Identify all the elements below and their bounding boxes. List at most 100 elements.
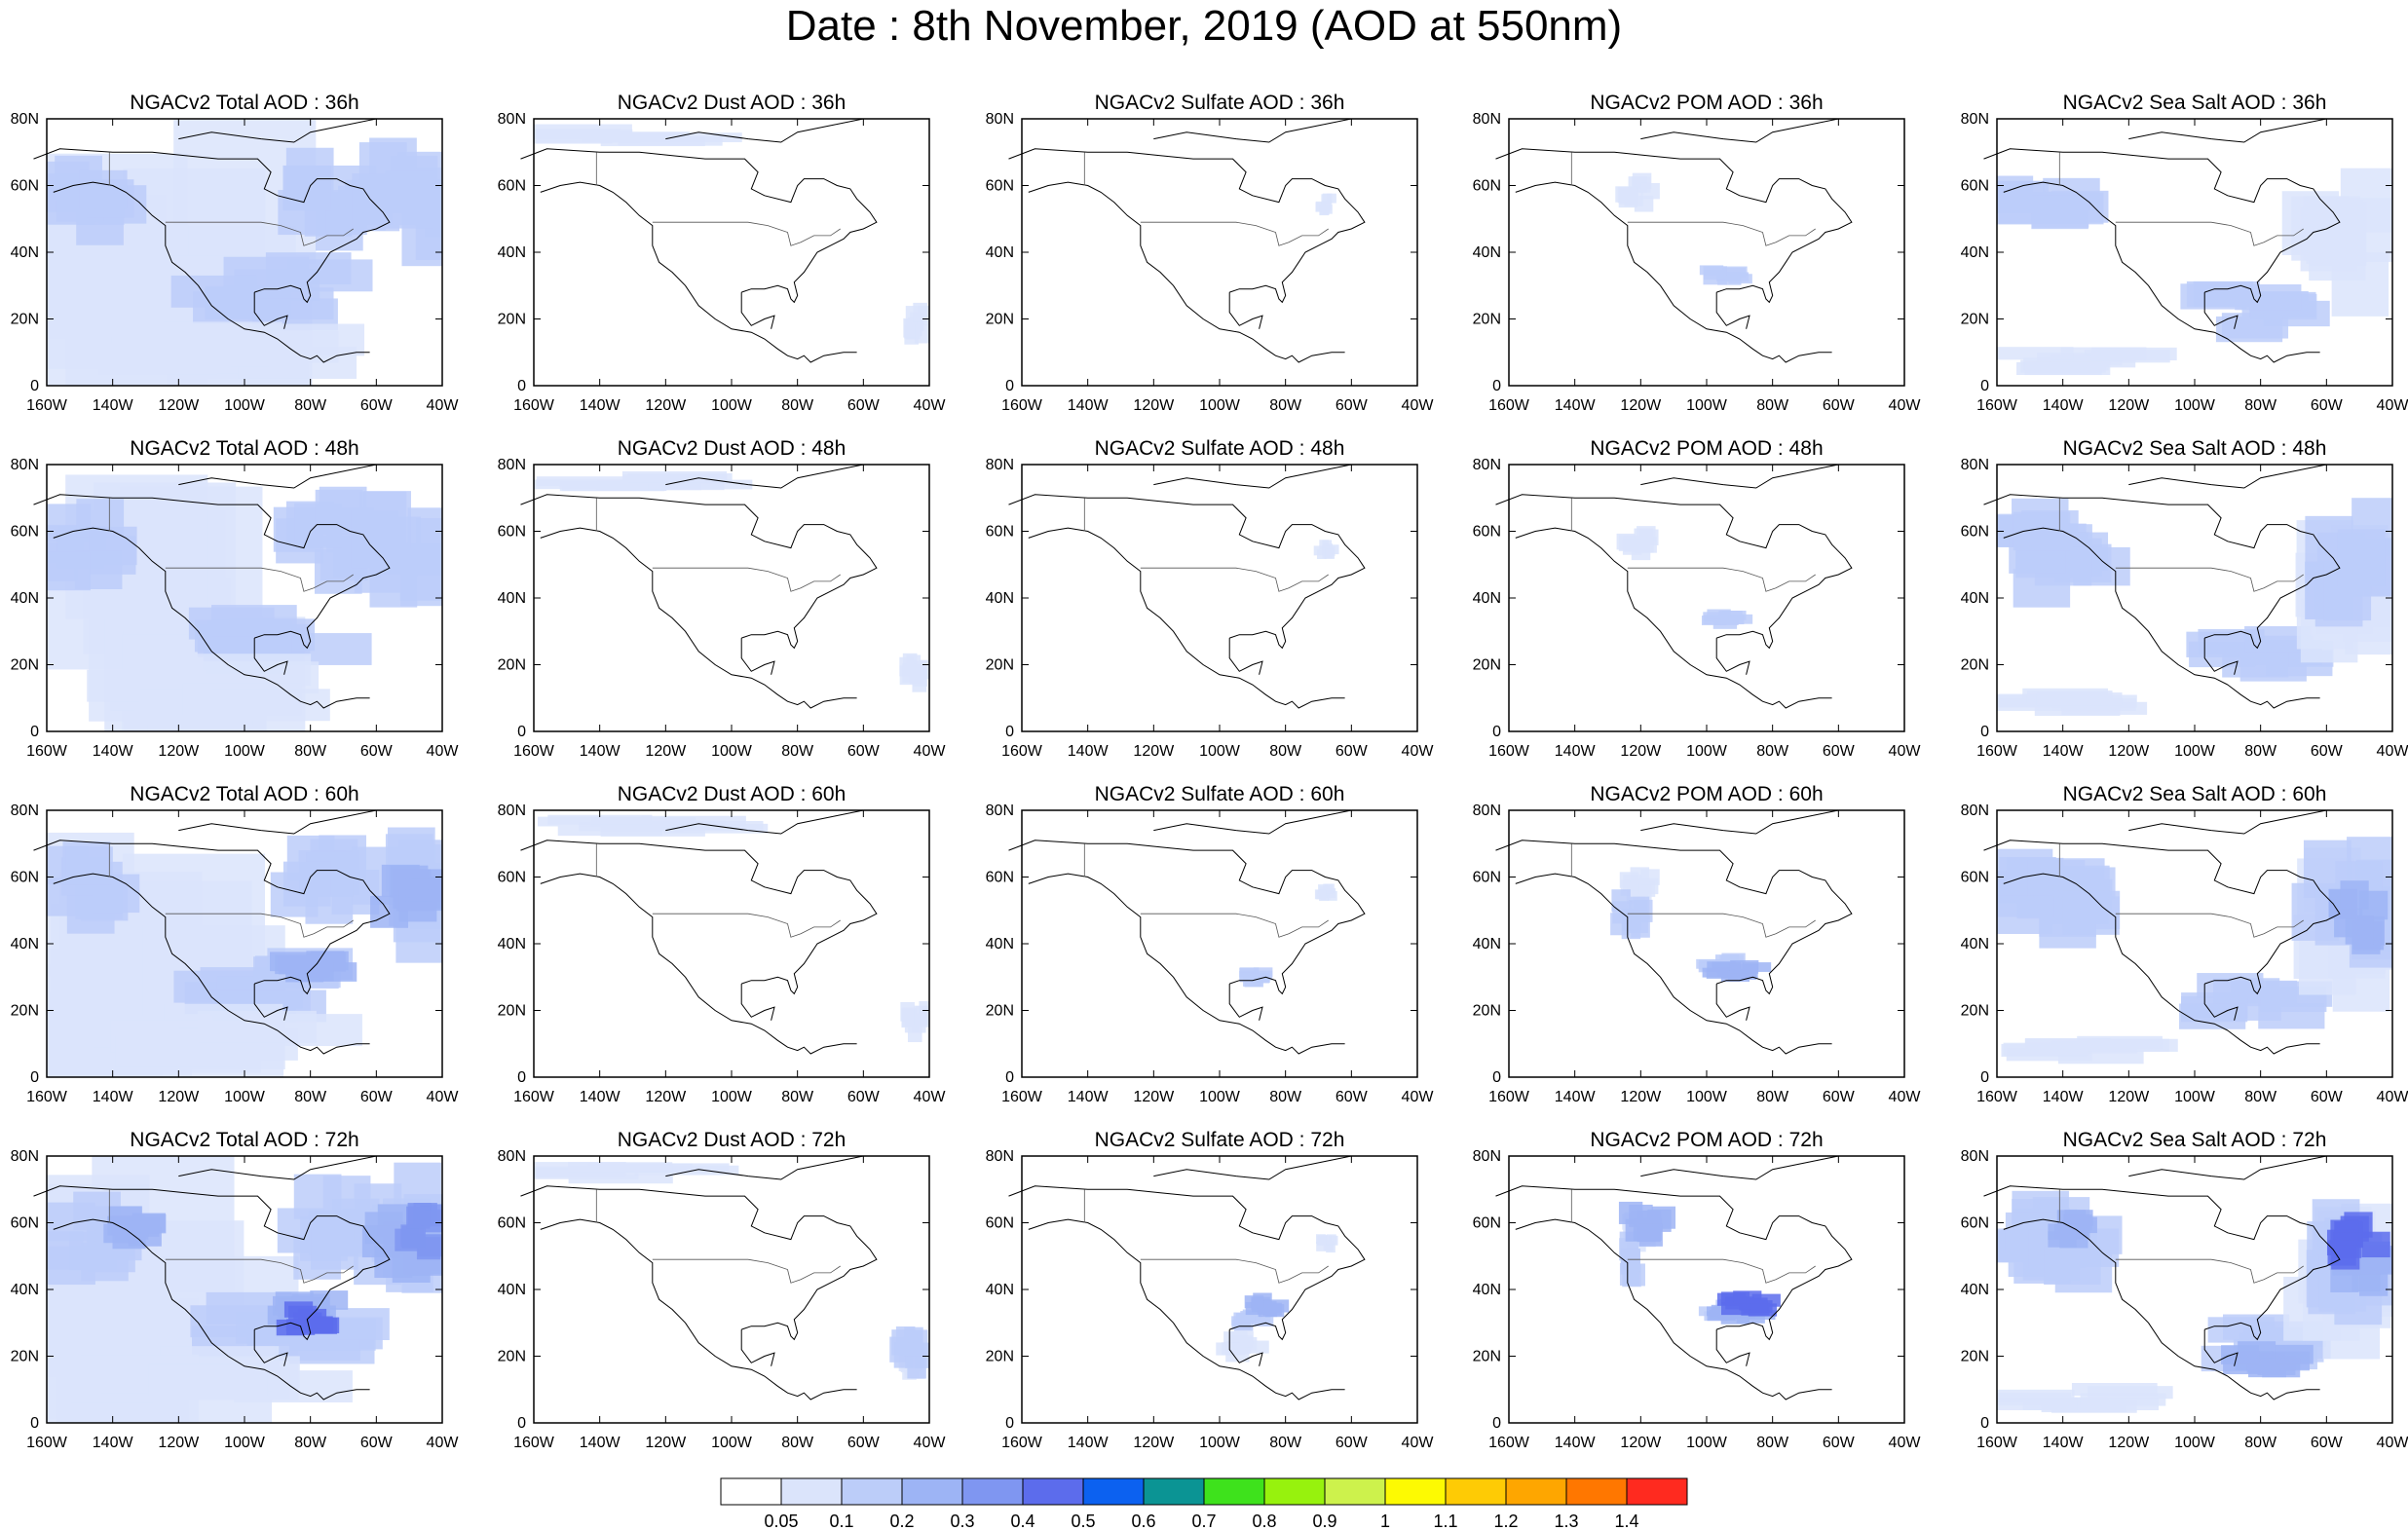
lon-tick-label: 100W [1686, 743, 1728, 760]
lon-tick-label: 140W [1555, 1089, 1597, 1105]
country-border [595, 498, 841, 592]
country-border [108, 843, 354, 938]
lon-tick-label: 80W [1756, 743, 1789, 760]
aod-shading [537, 814, 929, 1043]
lon-tick-label: 40W [1402, 1089, 1435, 1105]
country-border [108, 1189, 354, 1284]
lon-tick-label: 80W [781, 743, 814, 760]
map-panel: NGACv2 Dust AOD : 48h 80N 60N 40N 20N 0 160W 14… [498, 437, 947, 760]
lat-tick-label: 20N [1961, 312, 1989, 328]
lon-tick-label: 60W [2311, 1435, 2344, 1451]
coastline [1008, 118, 1366, 363]
lon-tick-label: 40W [914, 397, 947, 414]
aod-shading [47, 827, 442, 1077]
lat-tick-label: 0 [30, 724, 39, 740]
lon-tick-label: 100W [1199, 1089, 1241, 1105]
colorbar-label: 0.9 [1312, 1512, 1336, 1531]
colorbar-label: 0.6 [1131, 1512, 1155, 1531]
lat-tick-label: 60N [498, 870, 526, 886]
panel-title: NGACv2 POM AOD : 60h [1590, 783, 1823, 805]
lat-tick-label: 0 [1492, 1415, 1501, 1432]
map-panel: NGACv2 Sulfate AOD : 72h 80N 60N 40N 20N 0 160… [986, 1129, 1435, 1451]
lon-tick-label: 40W [1402, 1435, 1435, 1451]
map-panel: NGACv2 Sea Salt AOD : 72h 80N 60N 40N 20N 0 16… [1961, 1129, 2408, 1451]
panel-title: NGACv2 Sea Salt AOD : 36h [2063, 92, 2327, 114]
coastline [1495, 809, 1853, 1055]
colorbar-swatch [1263, 1477, 1326, 1506]
lat-tick-label: 80N [1961, 1148, 1989, 1165]
lat-tick-label: 80N [498, 457, 526, 473]
aod-shading [534, 1162, 929, 1380]
panel-title: NGACv2 Total AOD : 60h [130, 783, 358, 805]
lon-tick-label: 160W [1488, 1089, 1530, 1105]
map-panel: NGACv2 Total AOD : 72h 80N 60N 40N 20N 0 160W 1… [11, 1129, 460, 1451]
lon-tick-label: 160W [513, 1089, 555, 1105]
lat-tick-label: 40N [11, 590, 39, 607]
panel-title: NGACv2 Total AOD : 48h [130, 437, 358, 460]
lat-tick-label: 0 [517, 378, 526, 394]
lon-tick-label: 40W [427, 1089, 460, 1105]
lat-tick-label: 20N [1473, 1349, 1501, 1365]
lon-tick-label: 120W [158, 1435, 200, 1451]
lon-tick-label: 40W [1402, 397, 1435, 414]
lon-tick-label: 40W [427, 743, 460, 760]
panel-title: NGACv2 Dust AOD : 48h [618, 437, 847, 460]
lat-tick-label: 40N [1473, 590, 1501, 607]
lat-tick-label: 80N [1961, 803, 1989, 819]
lat-tick-label: 60N [1473, 178, 1501, 195]
coastline [33, 1155, 391, 1400]
lat-tick-label: 0 [1005, 724, 1014, 740]
colorbar-swatch [720, 1477, 782, 1506]
lat-tick-label: 80N [11, 457, 39, 473]
lon-tick-label: 160W [1976, 1089, 2018, 1105]
lon-tick-label: 160W [513, 1435, 555, 1451]
lat-tick-label: 60N [986, 1215, 1014, 1232]
country-border [1083, 1189, 1329, 1284]
colorbar-swatch [841, 1477, 903, 1506]
map-panel: NGACv2 POM AOD : 60h 80N 60N 40N 20N 0 160W 140… [1473, 783, 1922, 1105]
lon-tick-label: 80W [2244, 397, 2277, 414]
lon-tick-label: 40W [427, 1435, 460, 1451]
coastline [33, 464, 391, 709]
colorbar-swatch [1565, 1477, 1628, 1506]
lon-tick-label: 60W [2311, 397, 2344, 414]
lat-tick-label: 60N [498, 178, 526, 195]
lon-tick-label: 100W [2174, 397, 2216, 414]
lon-tick-label: 140W [580, 1089, 621, 1105]
lat-tick-label: 80N [498, 803, 526, 819]
colorbar-label: 0.5 [1071, 1512, 1095, 1531]
lon-tick-label: 120W [158, 397, 200, 414]
lat-tick-label: 60N [1961, 1215, 1989, 1232]
coastline [520, 118, 878, 363]
colorbar-swatch [961, 1477, 1024, 1506]
lon-tick-label: 140W [580, 1435, 621, 1451]
country-border [1570, 1189, 1816, 1284]
lon-tick-label: 80W [1269, 743, 1302, 760]
lat-tick-label: 80N [986, 111, 1014, 128]
panel-title: NGACv2 POM AOD : 48h [1590, 437, 1823, 460]
lat-tick-label: 0 [517, 724, 526, 740]
panel-title: NGACv2 POM AOD : 72h [1590, 1129, 1823, 1151]
coastline [1495, 464, 1853, 709]
colorbar-swatch [1143, 1477, 1205, 1506]
lon-tick-label: 160W [26, 1089, 68, 1105]
lat-tick-label: 20N [498, 1003, 526, 1020]
lat-tick-label: 80N [986, 457, 1014, 473]
coastline [520, 464, 878, 709]
lon-tick-label: 40W [2377, 1089, 2408, 1105]
lat-tick-label: 20N [1473, 657, 1501, 674]
lat-tick-label: 40N [986, 244, 1014, 261]
map-panel: NGACv2 Total AOD : 60h 80N 60N 40N 20N 0 160W 1… [11, 783, 460, 1105]
lat-tick-label: 80N [1473, 803, 1501, 819]
lon-tick-label: 80W [1756, 1435, 1789, 1451]
lon-tick-label: 160W [1001, 1435, 1043, 1451]
lon-tick-label: 60W [360, 1089, 394, 1105]
lon-tick-label: 140W [1555, 397, 1597, 414]
colorbar-swatch [780, 1477, 843, 1506]
lat-tick-label: 80N [986, 1148, 1014, 1165]
lon-tick-label: 60W [847, 1089, 881, 1105]
lat-tick-label: 60N [1473, 870, 1501, 886]
colorbar-label: 0.1 [829, 1512, 853, 1531]
lat-tick-label: 40N [1473, 244, 1501, 261]
lon-tick-label: 80W [1269, 397, 1302, 414]
